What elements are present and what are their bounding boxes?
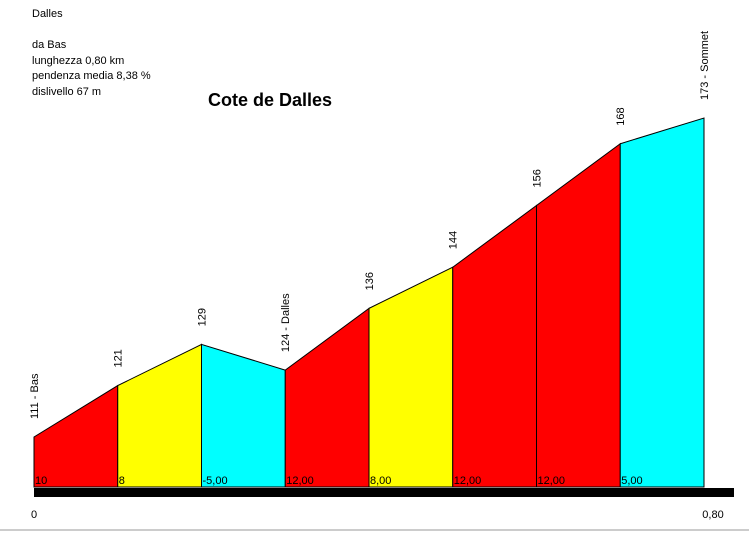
profile-segment bbox=[452, 204, 537, 488]
profile-segment bbox=[536, 142, 621, 488]
start-label: da Bas bbox=[32, 39, 67, 51]
gradient-label: 8,00 bbox=[370, 475, 391, 487]
chart-title: Cote de Dalles bbox=[208, 90, 333, 110]
x-tick-label: 0,80 bbox=[702, 509, 723, 521]
distance-axis-bar bbox=[34, 488, 734, 497]
altitude-label: 144 bbox=[448, 231, 460, 249]
gradient-label: 8 bbox=[119, 475, 125, 487]
altitude-label: 124 - Dalles bbox=[280, 293, 292, 352]
gradient-label: 10 bbox=[35, 475, 47, 487]
profile-segment bbox=[201, 343, 286, 488]
profile-segment bbox=[368, 266, 454, 488]
x-tick-label: 0 bbox=[31, 509, 37, 521]
gradient-label: -5,00 bbox=[203, 475, 228, 487]
altitude-label: 173 - Sommet bbox=[699, 31, 711, 100]
gradient-label: 5,00 bbox=[621, 475, 642, 487]
gradient-label: 12,00 bbox=[454, 475, 482, 487]
altitude-label: 168 bbox=[615, 107, 627, 125]
gradient-label: 12,00 bbox=[286, 475, 314, 487]
altitude-label: 111 - Bas bbox=[29, 373, 41, 419]
altitude-label: 136 bbox=[364, 272, 376, 290]
profile-segment bbox=[117, 343, 202, 488]
avg-gradient-text: pendenza media 8,38 % bbox=[32, 70, 151, 82]
altitude-label: 129 bbox=[197, 308, 209, 326]
profile-segment bbox=[33, 384, 119, 488]
length-text: lunghezza 0,80 km bbox=[32, 55, 125, 67]
gradient-label: 12,00 bbox=[538, 475, 566, 487]
altitude-label: 156 bbox=[532, 169, 544, 187]
profile-segment bbox=[619, 117, 705, 488]
altitude-label: 121 bbox=[113, 349, 125, 367]
profile-segment bbox=[284, 307, 370, 488]
climb-name: Dalles bbox=[32, 8, 63, 20]
elevation-gain-text: dislivello 67 m bbox=[32, 86, 102, 98]
